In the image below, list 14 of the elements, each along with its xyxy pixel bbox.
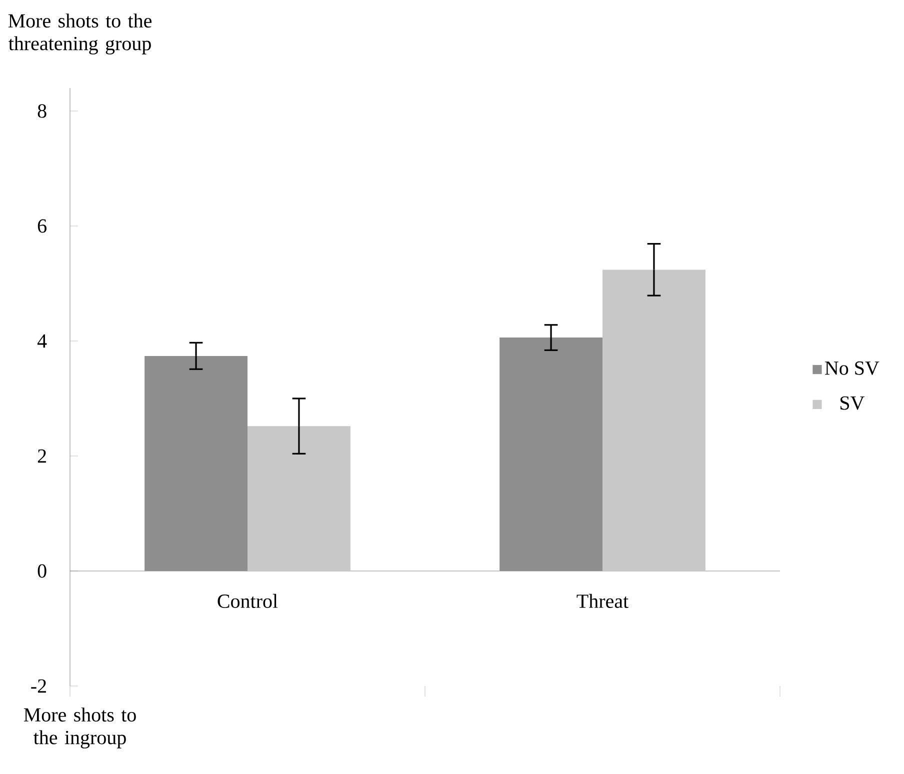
bar (248, 426, 350, 571)
bar (602, 270, 706, 571)
y-tick-label: 8 (38, 104, 46, 118)
x-tick-label: Control (218, 594, 278, 608)
y-tick-label: 6 (38, 219, 46, 233)
text: More shots to the threatening group (8, 14, 152, 54)
y-tick-label: 4 (37, 334, 47, 348)
y-tick-label: 0 (38, 564, 46, 578)
x-tick-label: Threat (576, 594, 628, 608)
legend-label: No SV (825, 361, 880, 375)
legend-label: SV (840, 396, 864, 410)
text: More shots to the ingroup (24, 708, 136, 748)
y-tick-label: 2 (38, 449, 46, 463)
y-tick-label: -2 (31, 679, 46, 693)
